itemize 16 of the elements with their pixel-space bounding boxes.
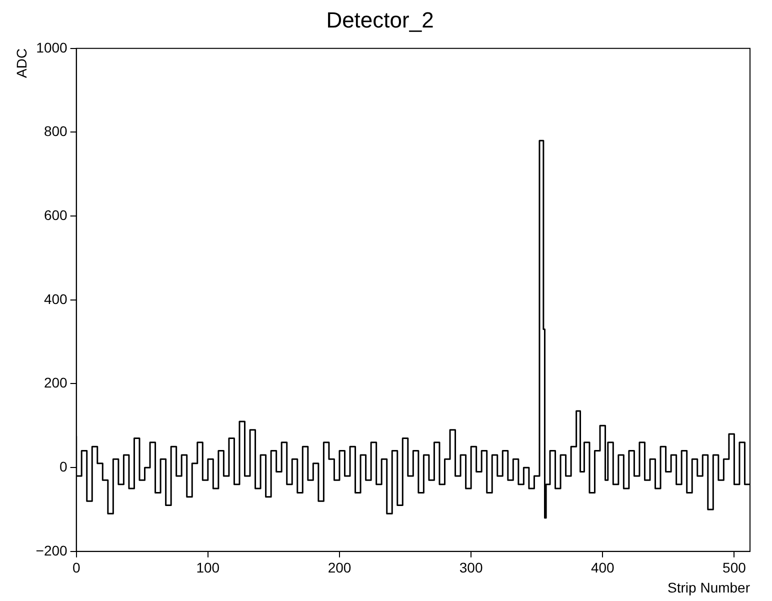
x-tick-label: 500 [722, 560, 746, 576]
y-tick-label: 400 [44, 290, 68, 307]
x-axis-title: Strip Number [668, 579, 750, 596]
y-tick-label: 200 [44, 374, 68, 391]
y-axis-title: ADC [13, 48, 30, 78]
x-tick-label: 300 [459, 560, 483, 576]
x-tick-label: 100 [196, 560, 220, 576]
y-tick-label: −200 [36, 542, 68, 558]
chart-title: Detector_2 [326, 7, 434, 32]
y-tick-label: 800 [44, 123, 68, 140]
y-tick-label: 600 [44, 206, 68, 223]
x-tick-label: 400 [590, 560, 615, 576]
y-tick-label: 0 [60, 458, 68, 474]
y-tick-label: 1000 [36, 39, 68, 56]
x-tick-label: 0 [72, 560, 80, 576]
x-tick-label: 200 [328, 560, 352, 576]
